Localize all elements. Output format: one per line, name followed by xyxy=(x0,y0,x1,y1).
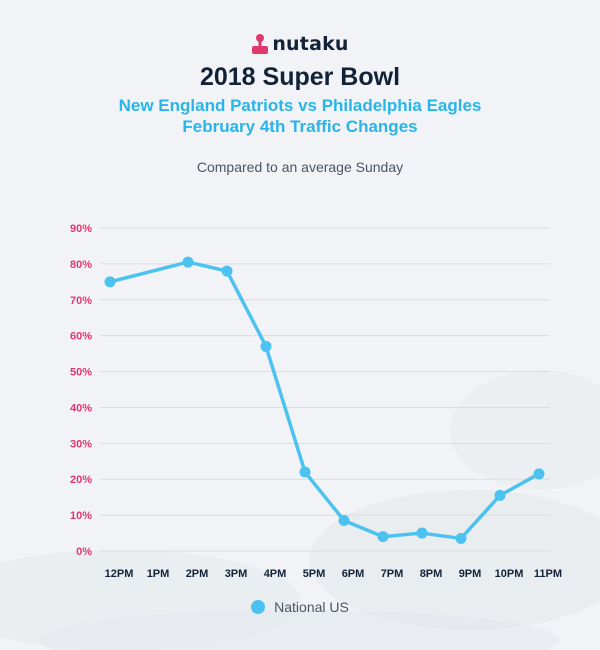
y-tick-label: 90% xyxy=(70,223,92,235)
x-tick-label: 1PM xyxy=(147,568,170,580)
legend-label-national-us: National US xyxy=(274,599,349,615)
data-point xyxy=(533,468,545,480)
series-line-national-us xyxy=(108,260,541,541)
x-tick-label: 9PM xyxy=(459,568,482,580)
grid-lines xyxy=(100,227,550,552)
x-tick-label: 2PM xyxy=(186,568,209,580)
y-tick-label: 20% xyxy=(70,474,92,486)
data-point xyxy=(416,527,428,539)
y-tick-label: 30% xyxy=(70,438,92,450)
data-point xyxy=(182,256,194,268)
x-axis-ticks: 12PM 1PM 2PM 3PM 4PM 5PM 6PM 7PM 8PM 9PM 10PM 11PM xyxy=(105,568,562,580)
chart-subtitle-line2: February 4th Traffic Changes xyxy=(182,117,418,136)
x-tick-label: 8PM xyxy=(420,568,443,580)
y-tick-label: 40% xyxy=(70,402,92,414)
data-point xyxy=(104,276,116,288)
joystick-logo-icon xyxy=(252,34,269,54)
y-tick-label: 0% xyxy=(76,546,92,558)
brand-logo: nutaku xyxy=(0,33,600,55)
x-tick-label: 6PM xyxy=(342,568,365,580)
x-tick-label: 5PM xyxy=(303,568,326,580)
y-tick-label: 80% xyxy=(70,259,92,271)
chart-note: Compared to an average Sunday xyxy=(196,159,404,175)
data-point xyxy=(221,265,233,277)
y-tick-label: 10% xyxy=(70,510,92,522)
data-point xyxy=(494,489,506,501)
chart-title: 2018 Super Bowl xyxy=(199,63,401,91)
chart-subtitle-line1: New England Patriots vs Philadelphia Eag… xyxy=(118,96,482,115)
x-tick-label: 3PM xyxy=(225,568,248,580)
brand-name: nutaku xyxy=(272,33,349,55)
y-tick-label: 70% xyxy=(70,295,92,307)
x-tick-label: 11PM xyxy=(534,568,562,580)
data-point xyxy=(338,514,350,526)
x-tick-label: 7PM xyxy=(381,568,404,580)
data-point xyxy=(260,340,272,352)
legend-marker-national-us xyxy=(251,600,266,614)
series-national-us xyxy=(104,256,545,544)
y-tick-label: 50% xyxy=(70,367,92,379)
data-point xyxy=(455,532,467,544)
x-tick-label: 12PM xyxy=(105,568,134,580)
legend: National US xyxy=(0,599,600,615)
data-point xyxy=(377,531,389,543)
x-tick-label: 4PM xyxy=(264,568,287,580)
x-tick-label: 10PM xyxy=(495,568,524,580)
data-point xyxy=(299,466,311,478)
y-axis-ticks: 0% 10% 20% 30% 40% 50% 60% 70% 80% 90% xyxy=(70,223,92,558)
y-tick-label: 60% xyxy=(70,331,92,343)
